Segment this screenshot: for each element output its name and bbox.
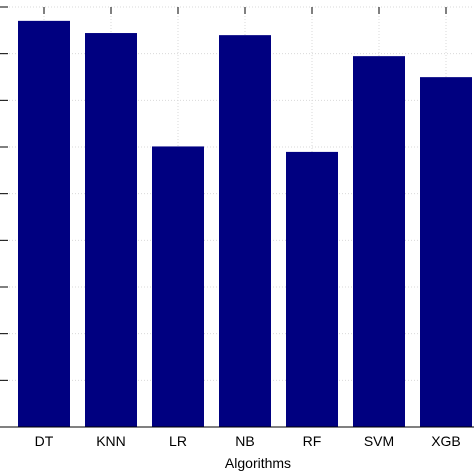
x-axis-label: Algorithms [225,455,291,471]
tick-labels-layer: DT KNN LR NB RF SVM XGB [35,433,461,449]
x-tick-label: DT [35,433,54,449]
x-tick-label: KNN [96,433,126,449]
bar-dt [18,20,70,428]
bars-layer [18,20,472,428]
x-tick-label: NB [235,433,254,449]
x-tick-label: XGB [431,433,461,449]
bar-rf [286,151,338,427]
x-tick-label: SVM [364,433,394,449]
bar-xgb [420,77,472,427]
bar-nb [219,35,271,427]
x-tick-label: RF [303,433,322,449]
bar-knn [85,33,137,427]
x-tick-label: LR [169,433,187,449]
bar-lr [152,146,204,427]
bar-svm [353,56,405,427]
